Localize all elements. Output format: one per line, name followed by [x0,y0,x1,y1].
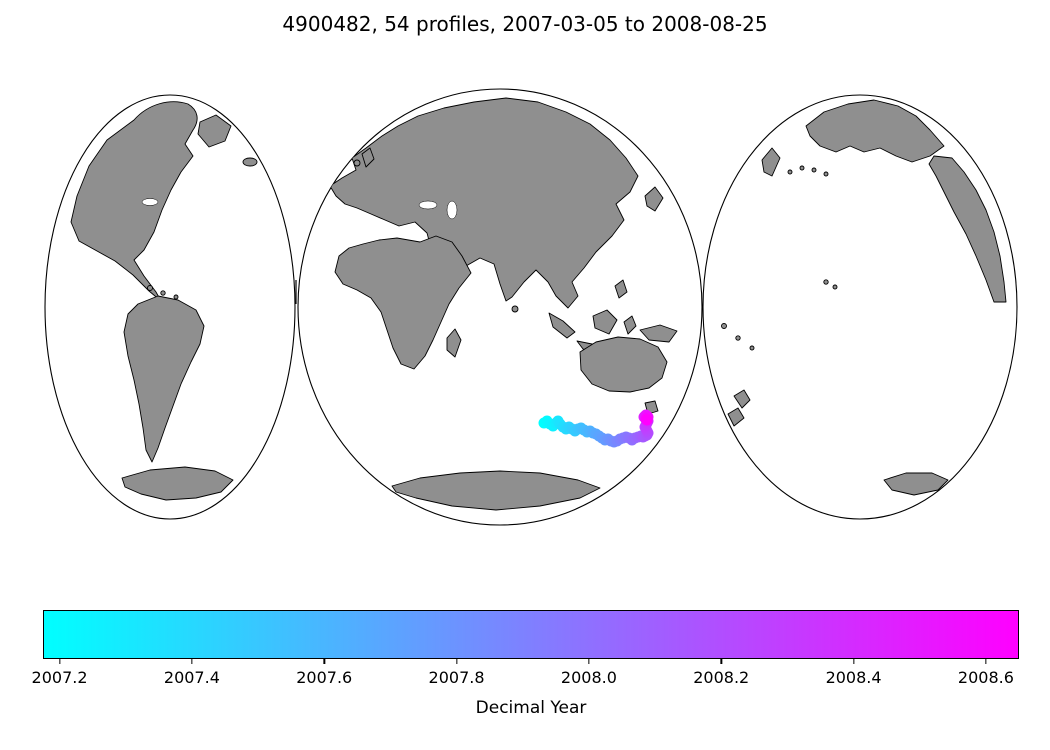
colorbar-tick [985,659,987,664]
colorbar-axis-label: Decimal Year [475,698,587,718]
island-hawaii [832,284,838,290]
continent-antarctica-fragment [121,466,234,501]
island-aleutian [799,165,805,171]
colorbar-tick [588,659,590,664]
island-new-guinea [639,324,678,343]
island-aleutian [787,169,793,175]
colorbar-tick-label: 2007.4 [163,668,220,687]
island-aleutian [823,171,829,177]
great-lakes [141,198,159,206]
continent-south-america [123,295,205,463]
continents-left-lobe [70,101,258,501]
island-great-britain [361,147,375,168]
continent-australia [579,336,668,393]
colorbar-tick [58,659,61,664]
continents-right-lobe [721,99,1007,496]
island-hawaii [823,279,829,285]
colorbar-tick-label: 2007.2 [31,668,88,687]
colorbar-tick-label: 2008.2 [693,668,750,687]
continent-north-america [70,101,198,302]
island-new-zealand-north [733,389,751,409]
colorbar-tick-label: 2008.4 [825,668,882,687]
colorbar-tick-label: 2007.6 [296,668,353,687]
colorbar-ticks [43,659,1019,665]
colorbar-tick [191,659,193,664]
island-borneo [592,309,618,335]
island-philippines [614,279,628,299]
continent-antarctica-fragment [883,472,949,496]
island-sulawesi [623,315,637,335]
island-madagascar [446,328,462,358]
island-melanesia [749,345,755,351]
float-trajectory [538,409,654,448]
continent-alaska-siberia [805,99,945,163]
island-melanesia [735,335,741,341]
peninsula-kamchatka [761,147,781,177]
island-japan [644,186,664,212]
island-ireland [353,159,361,167]
island-caribbean [147,285,153,291]
map-lobe-pacific [702,94,1018,520]
island-melanesia [721,323,727,329]
colorbar-tick [852,659,855,664]
plot-title: 4900482, 54 profiles, 2007-03-05 to 2008… [282,12,768,36]
colorbar [43,610,1019,659]
island-new-zealand-south [727,407,745,427]
continent-north-america-west [928,155,1007,303]
colorbar-tick [720,659,722,664]
continent-antarctica-fragment [391,470,601,511]
caspian-sea [446,200,458,220]
island-sumatra [548,312,576,339]
island-sri-lanka [511,305,519,313]
continent-africa [334,235,472,370]
colorbar-tick-label: 2008.6 [957,668,1014,687]
profile-point [641,414,653,426]
island-iceland [242,157,258,167]
colorbar-ticklabels: 2007.2 2007.4 2007.6 2007.8 2008.0 2008.2 2008… [32,668,1019,690]
continents-center-lobe [329,97,678,511]
continent-greenland [197,114,232,148]
island-caribbean [160,290,166,296]
island-aleutian [811,167,817,173]
black-sea [418,200,438,210]
colorbar-tick [455,659,458,664]
colorbar-tick-label: 2008.0 [560,668,617,687]
colorbar-tick [323,659,325,664]
colorbar-tick-label: 2007.8 [428,668,485,687]
island-caribbean [173,294,179,300]
